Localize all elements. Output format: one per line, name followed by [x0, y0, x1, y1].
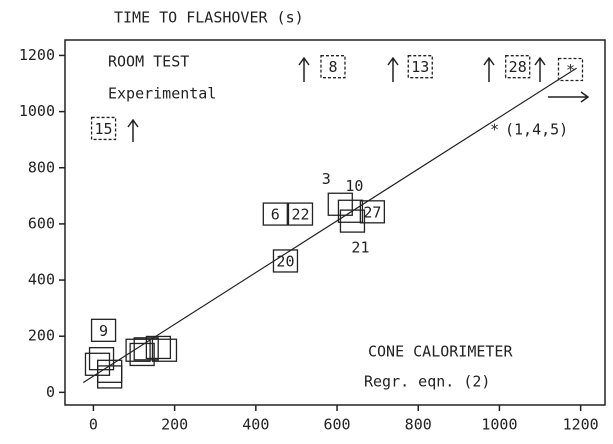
- x-tick-label: 600: [323, 416, 350, 434]
- regression-line: [82, 67, 577, 384]
- point-label: 10: [345, 177, 363, 195]
- x-tick-label: 1000: [481, 416, 517, 434]
- annotation: (1,4,5): [505, 121, 568, 139]
- point-label: 6: [271, 206, 280, 224]
- annotation: Regr. eqn. (2): [364, 373, 490, 391]
- point-label: *: [566, 61, 575, 79]
- y-tick-label: 800: [28, 158, 55, 176]
- annotation: ROOM TEST: [108, 53, 189, 71]
- point-box: [339, 209, 366, 233]
- annotation: CONE CALORIMETER: [368, 343, 513, 361]
- y-tick-label: 400: [28, 271, 55, 289]
- chart-title: TIME TO FLASHOVER (s): [114, 9, 304, 27]
- point-box: [359, 200, 386, 224]
- point-box: [337, 199, 364, 223]
- point-label: 8: [328, 58, 337, 76]
- point-box: [557, 57, 584, 82]
- point-box: [125, 338, 151, 362]
- point-label: 9: [99, 322, 108, 340]
- point-label: 20: [276, 252, 294, 270]
- point-box: [145, 335, 172, 360]
- point-label: 22: [291, 206, 309, 224]
- y-tick-label: 1200: [19, 46, 55, 64]
- x-tick-label: 0: [89, 416, 98, 434]
- point-box: [90, 116, 117, 141]
- point-box: [407, 55, 433, 79]
- asterisk: *: [490, 121, 499, 139]
- y-tick-label: 200: [28, 327, 55, 345]
- point-box: [129, 342, 155, 367]
- point-box: [262, 202, 288, 226]
- point-box: [88, 347, 115, 371]
- point-box: [90, 318, 117, 342]
- x-tick-label: 1200: [563, 416, 599, 434]
- y-tick-label: 0: [46, 383, 55, 401]
- point-box: [320, 55, 346, 79]
- plot-frame: [64, 39, 606, 406]
- point-label: 15: [95, 120, 113, 138]
- x-tick-label: 400: [242, 416, 269, 434]
- y-tick-label: 600: [28, 214, 55, 232]
- arrows: [127, 56, 590, 142]
- x-tick-label: 800: [405, 416, 432, 434]
- point-box: [151, 338, 178, 362]
- annotation: Experimental: [108, 85, 216, 103]
- point-label: 21: [351, 239, 369, 257]
- point-box: [287, 202, 314, 226]
- point-box: [272, 249, 299, 273]
- point-box: [84, 352, 111, 376]
- point-label: 28: [509, 58, 527, 76]
- point-box: [505, 55, 531, 79]
- point-label: 27: [363, 203, 381, 221]
- y-tick-label: 1000: [19, 102, 55, 120]
- point-label: 13: [411, 58, 429, 76]
- point-label: 3: [322, 170, 331, 188]
- x-tick-label: 200: [161, 416, 188, 434]
